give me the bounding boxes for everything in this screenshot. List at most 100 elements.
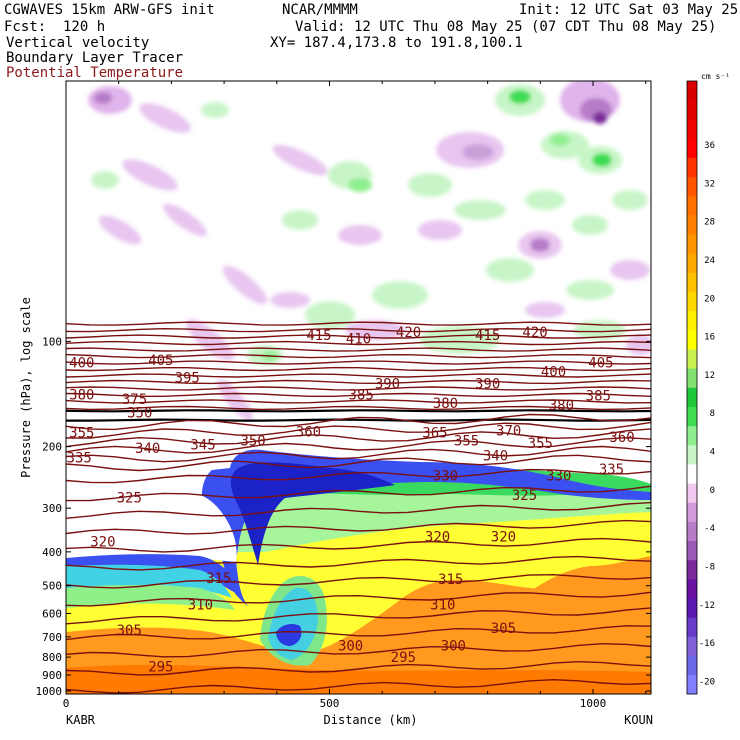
isentrope-label: 390: [475, 377, 500, 393]
plot-frame: [65, 80, 652, 695]
isentrope-label: 370: [496, 424, 521, 440]
layer-orange: [66, 556, 651, 694]
isentrope-label: 355: [528, 436, 553, 452]
isentrope-label: 360: [609, 430, 634, 446]
colorbar-swatch: [687, 502, 697, 522]
isentrope-line: [66, 678, 651, 694]
colorbar-tick-label: -8: [704, 562, 715, 572]
colorbar-tick-label: 12: [704, 371, 715, 381]
colorbar-swatch: [687, 617, 697, 637]
isentrope-line: [66, 399, 651, 404]
colorbar-tick-label: 16: [704, 333, 715, 343]
field-vertical-velocity: Vertical velocity: [6, 35, 150, 51]
isentrope-label: 390: [375, 377, 400, 393]
y-tick-label: 400: [42, 546, 62, 559]
colorbar-tick-label: 24: [704, 256, 715, 266]
isentrope-label: 325: [512, 488, 537, 504]
colorbar-swatch: [687, 655, 697, 676]
colorbar-swatch: [687, 330, 697, 350]
colorbar-swatch: [687, 349, 697, 369]
isentrope-label: 360: [296, 424, 321, 440]
isentrope-label: 335: [599, 462, 624, 478]
colorbar-swatch: [687, 310, 697, 331]
isentrope-label: 415: [306, 328, 331, 344]
colorbar-tick-label: 4: [710, 448, 715, 458]
org-label: NCAR/MMMM: [282, 2, 358, 18]
layer-cyan-low: [66, 564, 232, 598]
isentrope-label: 400: [541, 365, 566, 381]
plume-blue: [276, 624, 302, 646]
isentrope-label: 380: [549, 398, 574, 414]
isentrope-line: [66, 405, 651, 411]
right-station-label: KOUN: [624, 713, 653, 727]
isentrope-line: [66, 360, 651, 365]
colorbar-swatch: [687, 253, 697, 273]
isentrope-line: [66, 366, 651, 372]
y-tick-label: 500: [42, 580, 62, 593]
isentrope-line: [66, 334, 651, 339]
isentrope-label: 405: [148, 353, 173, 369]
isentrope-label: 300: [338, 638, 363, 654]
isentrope-label: 310: [188, 597, 213, 613]
isentrope-line: [66, 660, 651, 676]
isentrope-line: [66, 591, 651, 607]
colorbar-swatch: [687, 195, 697, 216]
isentrope-label: 340: [483, 448, 508, 464]
isentrope-line: [66, 428, 651, 448]
isentrope-label: 350: [127, 406, 152, 422]
isentrope-label: 355: [69, 425, 94, 441]
isentrope-label: 380: [69, 388, 94, 404]
isentrope-line: [66, 436, 651, 454]
isentrope-line: [66, 373, 651, 378]
left-station-label: KABR: [66, 713, 96, 727]
shaded-field: [66, 81, 651, 694]
colorbar-tick-label: 32: [704, 179, 715, 189]
isentrope-line: [66, 386, 651, 391]
isentrope-line: [66, 353, 651, 359]
y-tick-label: 600: [42, 607, 62, 620]
isentrope-label: 400: [69, 356, 94, 372]
upper-blobs: [88, 81, 651, 421]
isentrope-label: 380: [433, 396, 458, 412]
colorbar-swatch: [687, 119, 697, 139]
colorbar-swatch: [687, 81, 697, 101]
colorbar-units: cm s⁻¹: [701, 72, 730, 81]
colorbar: -20 -16 -12 -8 -4 0 4 8 12 16 20 24 28 32 36 cm s⁻¹: [686, 72, 730, 695]
isentrope-line: [66, 454, 651, 472]
isentrope-label: 420: [522, 325, 547, 341]
colorbar-swatch: [687, 636, 697, 656]
y-tick-label: 1000: [36, 685, 63, 698]
y-tick-label: 200: [42, 441, 62, 454]
layer-white-wedge: [66, 485, 237, 562]
init-time: Init: 12 UTC Sat 03 May 25: [519, 2, 739, 18]
valid-time: Valid: 12 UTC Thu 08 May 25 (07 CDT Thu …: [295, 19, 717, 35]
isentrope-line: [66, 409, 651, 413]
colorbar-swatch: [687, 598, 697, 618]
colorbar-swatch: [687, 176, 697, 197]
y-tick-label: 900: [42, 669, 62, 682]
colorbar-tick-label: 0: [710, 486, 715, 496]
colorbar-tick-label: 8: [710, 409, 715, 419]
forecast-hour: Fcst: 120 h: [4, 19, 106, 35]
y-tick-label: 700: [42, 631, 62, 644]
isentrope-line: [66, 321, 651, 326]
isentrope-line: [66, 327, 651, 333]
isentrope-line: [66, 642, 651, 658]
isentrope-label: 320: [425, 530, 450, 546]
isentrope-label: 305: [491, 621, 516, 637]
colorbar-swatch: [687, 674, 697, 695]
colorbar-tick-label: 36: [704, 141, 715, 151]
isentrope-label: 300: [441, 638, 466, 654]
isentrope-label: 350: [240, 433, 265, 449]
isentrope-line: [66, 573, 651, 589]
isentrope-label: 320: [90, 534, 115, 550]
colorbar-swatch: [687, 579, 697, 599]
isentrope-line: [66, 413, 651, 431]
colorbar-swatch: [687, 425, 697, 446]
isentrope-line: [66, 485, 651, 502]
layer-darkorange: [66, 664, 651, 694]
colorbar-swatch: [687, 540, 697, 561]
y-tick-label: 300: [42, 502, 62, 515]
